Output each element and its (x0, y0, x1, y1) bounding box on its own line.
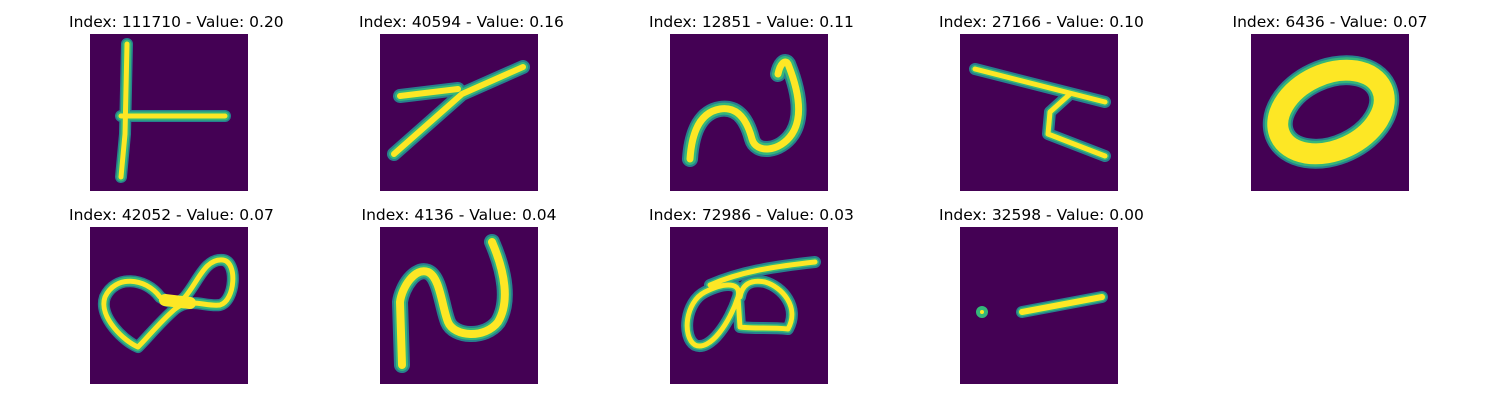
panel-title: Index: 111710 - Value: 0.20 (69, 13, 284, 31)
panel-title: Index: 4136 - Value: 0.04 (361, 206, 557, 224)
digit-image (380, 227, 538, 384)
digit-image (670, 227, 828, 384)
panel-title: Index: 32598 - Value: 0.00 (939, 206, 1144, 224)
panel-title: Index: 27166 - Value: 0.10 (939, 13, 1144, 31)
panel-title: Index: 42052 - Value: 0.07 (69, 206, 274, 224)
digit-image (960, 227, 1118, 384)
digit-image (670, 34, 828, 191)
digit-image (1251, 34, 1409, 191)
panel-title: Index: 40594 - Value: 0.16 (359, 13, 564, 31)
digit-image (380, 34, 538, 191)
digit-image (90, 227, 248, 384)
panel-title: Index: 12851 - Value: 0.11 (649, 13, 854, 31)
digit-image (90, 34, 248, 191)
panel-title: Index: 6436 - Value: 0.07 (1232, 13, 1428, 31)
digit-image (960, 34, 1118, 191)
panel-title: Index: 72986 - Value: 0.03 (649, 206, 854, 224)
